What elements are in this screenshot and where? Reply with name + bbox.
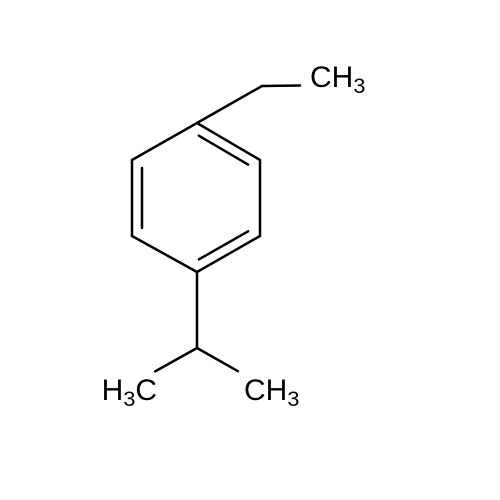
- atom-label: CH3: [244, 374, 299, 411]
- labels-group: CH3 H3C CH3: [102, 61, 366, 411]
- bond: [132, 236, 197, 272]
- atom-label: H3C: [102, 374, 157, 411]
- bond: [197, 348, 238, 371]
- bond: [199, 136, 248, 165]
- bonds-group: [132, 85, 300, 371]
- bond: [262, 85, 300, 86]
- bond: [132, 123, 197, 160]
- atom-label: CH3: [310, 61, 365, 98]
- bond: [197, 86, 262, 123]
- bond: [155, 348, 197, 371]
- bond: [199, 231, 248, 259]
- molecule-diagram: CH3 H3C CH3: [0, 0, 500, 500]
